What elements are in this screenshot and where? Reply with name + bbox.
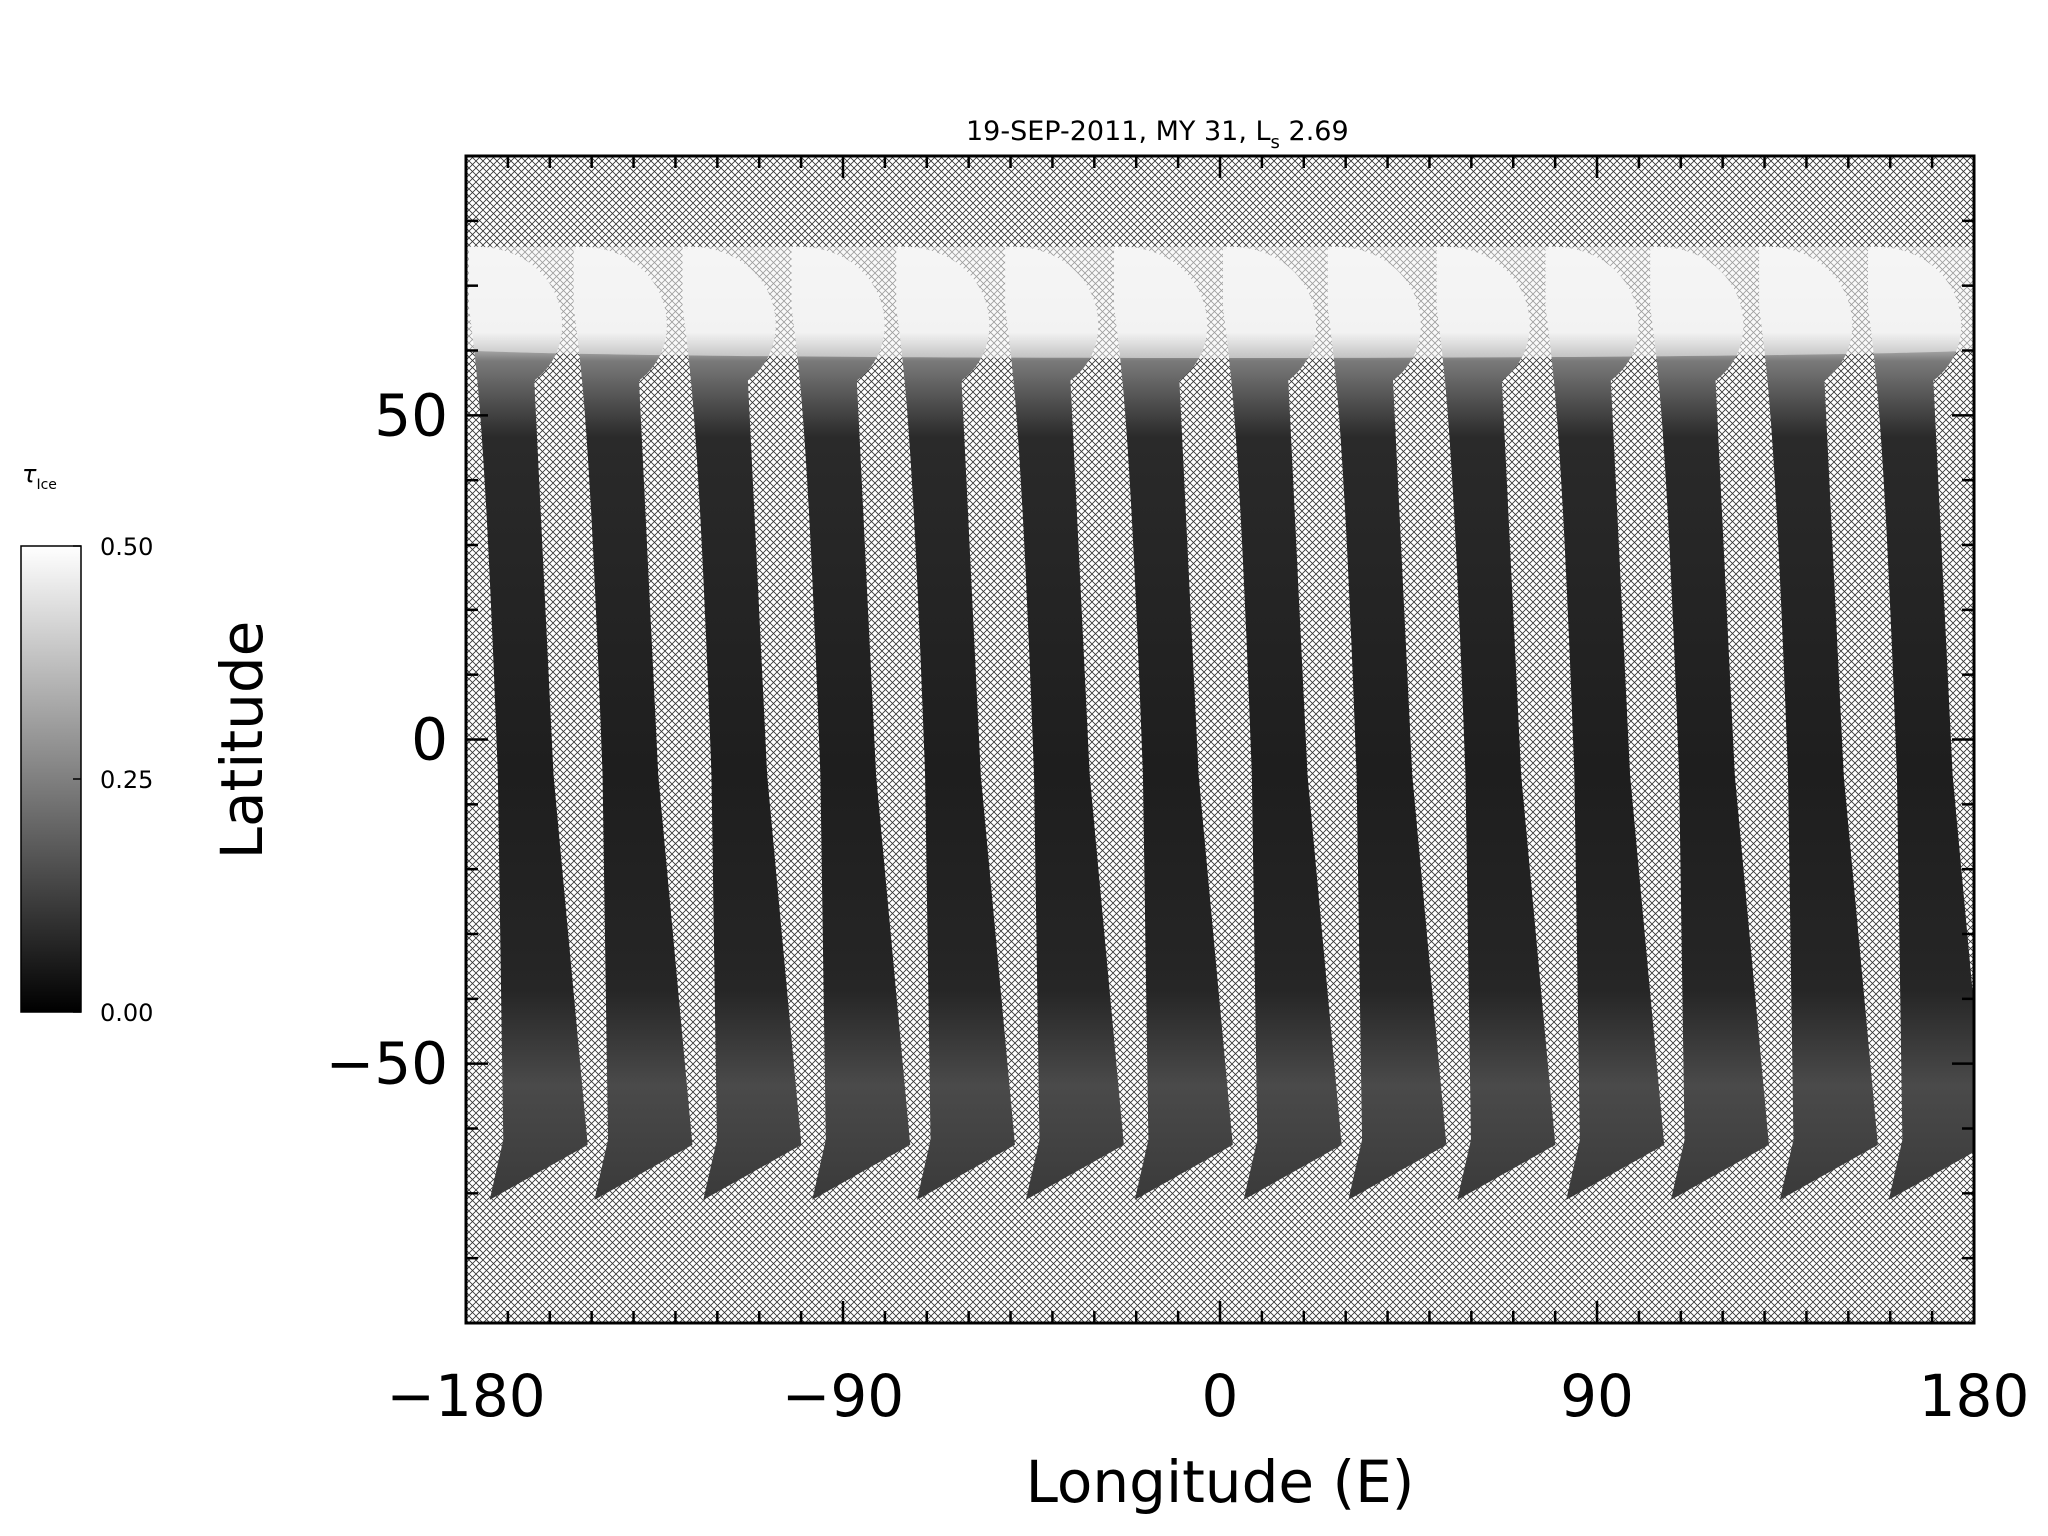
x-axis-label: Longitude (E) xyxy=(1026,1448,1415,1516)
y-axis-label: Latitude xyxy=(208,621,276,860)
colorbar-gradient xyxy=(20,545,82,1013)
swath-strip xyxy=(573,246,693,1200)
y-tick-label: −50 xyxy=(326,1030,448,1098)
swath-layer xyxy=(466,246,1974,1200)
colorbar-tick-label: 0.25 xyxy=(100,766,153,794)
colorbar-tick-label: 0.50 xyxy=(100,533,153,561)
x-tick-labels: −180 −90 0 90 180 xyxy=(386,1362,2029,1430)
y-tick-labels: −50 0 50 xyxy=(326,381,448,1097)
y-tick-label: 0 xyxy=(411,706,448,774)
polar-hood-band xyxy=(466,246,1974,358)
y-tick-label: 50 xyxy=(374,381,448,449)
colorbar-tick-label: 0.00 xyxy=(100,999,153,1027)
plot-area xyxy=(464,154,1976,1325)
swath-strip xyxy=(1114,246,1233,1200)
x-tick-label: 90 xyxy=(1560,1362,1634,1430)
chart-title-subscript: s xyxy=(1271,132,1280,153)
swath-strip xyxy=(791,246,911,1200)
swath-strip xyxy=(1650,246,1769,1200)
x-tick-label: −90 xyxy=(782,1362,904,1430)
chart-title-suffix: 2.69 xyxy=(1280,116,1349,147)
chart-title: 19-SEP-2011, MY 31, Ls 2.69 xyxy=(966,116,1349,153)
swath-strip xyxy=(1005,246,1124,1200)
colorbar-label-subscript: Ice xyxy=(36,477,56,493)
colorbar-label: τIce xyxy=(22,460,57,493)
x-tick-label: −180 xyxy=(386,1362,545,1430)
swath-strip xyxy=(1868,246,1974,1200)
swath-strip xyxy=(1222,246,1342,1200)
swath-strip xyxy=(468,246,588,1200)
swath-strip xyxy=(1545,246,1665,1200)
swath-strip xyxy=(1327,246,1447,1200)
colorbar-label-symbol: τ xyxy=(22,460,37,488)
axis-ticks xyxy=(464,154,1976,1325)
colorbar: τIce 0.00 0.25 0.50 xyxy=(20,460,153,1027)
x-tick-label: 0 xyxy=(1202,1362,1239,1430)
colorbar-ticks: 0.00 0.25 0.50 xyxy=(73,533,153,1027)
swath-strip xyxy=(682,246,802,1200)
chart-title-main: 19-SEP-2011, MY 31, L xyxy=(966,116,1271,147)
x-tick-label: 180 xyxy=(1919,1362,2030,1430)
swath-strip xyxy=(1759,246,1878,1200)
swath-strip xyxy=(1436,246,1556,1200)
swath-strip xyxy=(896,246,1015,1200)
